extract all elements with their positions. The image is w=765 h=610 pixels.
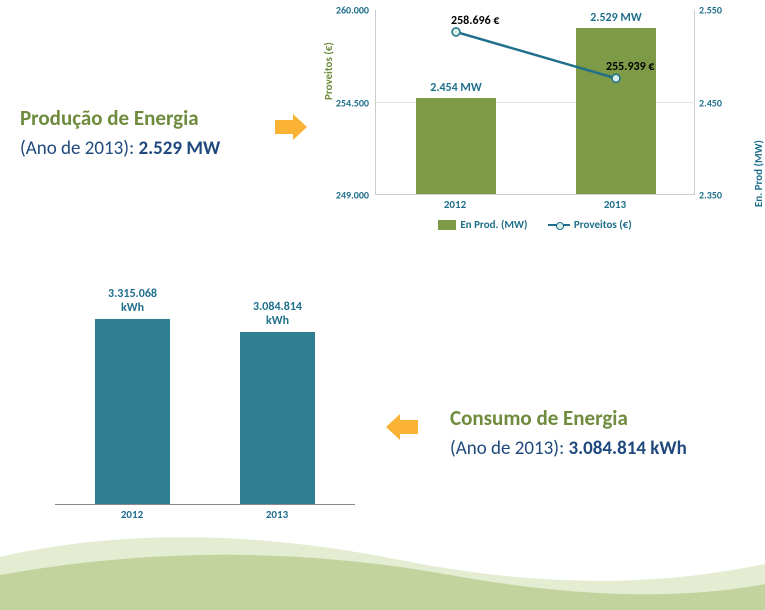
- chart2-plot-area: 3.315.068kWh 3.084.814kWh: [55, 280, 355, 505]
- chart2-bar: [95, 319, 170, 504]
- consumption-title-block: Consumo de Energia (Ano de 2013): 3.084.…: [450, 405, 687, 460]
- chart1-plot-area: 2.454 MW 2.529 MW 258.696 € 255.939 €: [375, 10, 695, 195]
- chart2-bar-label: 3.084.814kWh: [233, 301, 323, 329]
- production-year-prefix: (Ano de 2013):: [20, 137, 138, 160]
- line-value-label: 255.939 €: [606, 60, 655, 74]
- line-value-label: 258.696 €: [451, 14, 500, 28]
- production-chart: Proveitos (€) En. Prod (MW) 260.000 254.…: [320, 0, 750, 250]
- consumption-year-prefix: (Ano de 2013):: [450, 437, 568, 460]
- y-right-ticks: 2.550 2.450 2.350: [696, 10, 732, 195]
- bar-value-label: 2.529 MW: [556, 11, 676, 25]
- x-label: 2012: [121, 508, 143, 521]
- legend-bar-swatch: [438, 220, 456, 230]
- legend-line-swatch: [548, 224, 570, 226]
- bar-value-label: 2.454 MW: [396, 81, 516, 95]
- y-left-tick: 249.000: [336, 189, 369, 202]
- y-right-axis-label: En. Prod (MW): [752, 140, 765, 207]
- y-right-tick: 2.350: [699, 189, 722, 202]
- chart1-bar: [416, 98, 496, 194]
- consumption-section: 3.315.068kWh 3.084.814kWh 2012 2013 Consu…: [0, 280, 765, 570]
- chart1-bar: [576, 28, 656, 194]
- production-title-block: Produção de Energia (Ano de 2013): 2.529…: [20, 105, 220, 160]
- production-section: Produção de Energia (Ano de 2013): 2.529…: [0, 0, 765, 250]
- y-left-tick: 254.500: [336, 96, 369, 109]
- y-left-tick: 260.000: [336, 4, 369, 17]
- production-title: Produção de Energia: [20, 105, 220, 131]
- consumption-value: 3.084.814 kWh: [568, 437, 686, 460]
- production-subtitle: (Ano de 2013): 2.529 MW: [20, 137, 220, 160]
- consumption-chart: 3.315.068kWh 3.084.814kWh 2012 2013: [45, 280, 365, 525]
- y-right-tick: 2.550: [699, 4, 722, 17]
- y-right-tick: 2.450: [699, 96, 722, 109]
- x-label: 2012: [444, 198, 466, 211]
- legend-line-label: Proveitos (€): [574, 218, 632, 231]
- chart2-bar-label: 3.315.068kWh: [88, 288, 178, 316]
- consumption-title: Consumo de Energia: [450, 405, 687, 431]
- consumption-subtitle: (Ano de 2013): 3.084.814 kWh: [450, 437, 687, 460]
- x-label: 2013: [266, 508, 288, 521]
- arrow-left-icon: [400, 420, 418, 434]
- chart1-legend: En Prod. (MW) Proveitos (€): [375, 218, 695, 231]
- chart2-bar: [240, 332, 315, 504]
- x-label: 2013: [604, 198, 626, 211]
- chart1-x-labels: 2012 2013: [375, 198, 695, 218]
- legend-bar-label: En Prod. (MW): [460, 218, 527, 231]
- production-value: 2.529 MW: [138, 137, 220, 160]
- y-left-ticks: 260.000 254.500 249.000: [332, 10, 372, 195]
